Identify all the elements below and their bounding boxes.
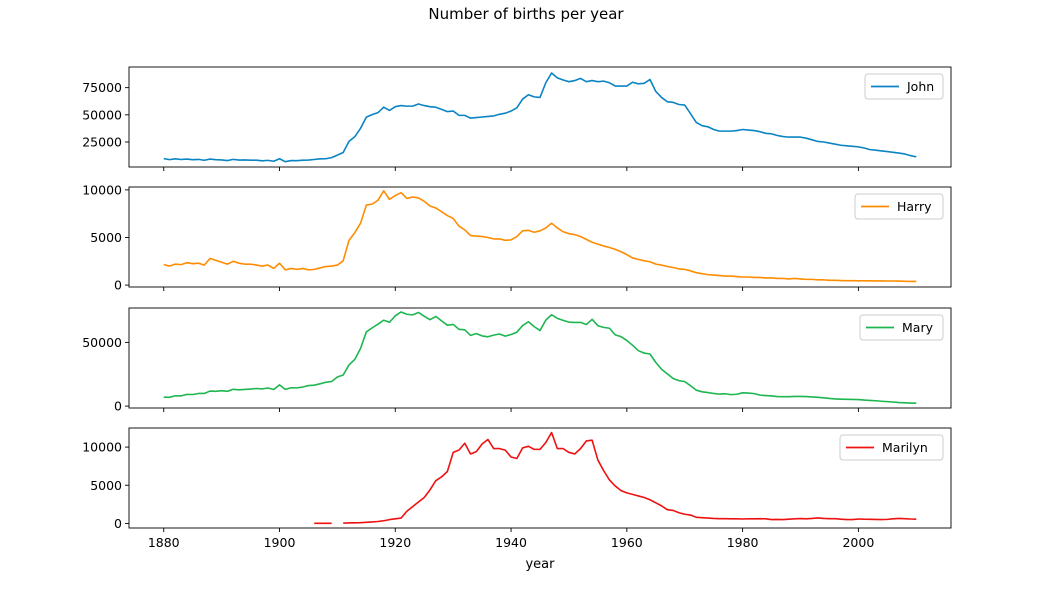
x-tick-label: 1940 bbox=[495, 535, 527, 550]
x-tick-label: 2000 bbox=[842, 535, 874, 550]
legend-label: John bbox=[906, 79, 934, 94]
legend-box bbox=[859, 314, 944, 341]
figure-title: Number of births per year bbox=[428, 5, 624, 23]
y-tick-label: 10000 bbox=[82, 182, 122, 197]
subplot-mary: 0 50000 Mary bbox=[82, 307, 952, 414]
subplot-harry: 0 5000 10000 Harry bbox=[82, 182, 952, 293]
series-line-john bbox=[163, 72, 917, 163]
y-tick-label: 75000 bbox=[82, 80, 122, 95]
axes-frame-harry bbox=[128, 186, 952, 288]
y-tick-label: 10000 bbox=[82, 440, 122, 455]
subplot-marilyn: 0 5000 10000 1880 1900 1920 1940 1960 1980 2000 Ma… bbox=[82, 427, 952, 550]
y-tick-label: 0 bbox=[114, 516, 122, 531]
series-line-harry bbox=[163, 190, 917, 283]
legend-label: Mary bbox=[902, 320, 934, 335]
legend-harry: Harry bbox=[854, 193, 944, 220]
legend-label: Marilyn bbox=[882, 440, 928, 455]
legend-john: John bbox=[864, 73, 944, 100]
legend-box bbox=[864, 73, 944, 100]
legend-label: Harry bbox=[897, 199, 932, 214]
y-tick-label: 25000 bbox=[82, 135, 122, 150]
y-tick-label: 50000 bbox=[82, 107, 122, 122]
series-line-marilyn bbox=[314, 431, 917, 525]
y-tick-label: 5000 bbox=[90, 478, 122, 493]
y-tick-label: 50000 bbox=[82, 335, 122, 350]
y-tick-label: 0 bbox=[114, 399, 122, 414]
axes-frame-mary bbox=[128, 307, 952, 409]
y-tick-label: 0 bbox=[114, 278, 122, 293]
legend-mary: Mary bbox=[859, 314, 944, 341]
x-tick-label: 1980 bbox=[727, 535, 759, 550]
axes-frame-marilyn bbox=[128, 427, 952, 529]
legend-box bbox=[854, 193, 944, 220]
series-line-mary bbox=[163, 311, 917, 404]
x-tick-label: 1900 bbox=[264, 535, 296, 550]
subplot-john: 25000 50000 75000 John bbox=[82, 66, 952, 171]
x-tick-label: 1920 bbox=[379, 535, 411, 550]
axes-frame-john bbox=[128, 66, 952, 168]
legend-marilyn: Marilyn bbox=[839, 434, 944, 461]
x-axis-label: year bbox=[525, 557, 555, 572]
x-tick-label: 1960 bbox=[611, 535, 643, 550]
x-tick-label: 1880 bbox=[148, 535, 180, 550]
legend-box bbox=[839, 434, 944, 461]
y-tick-label: 5000 bbox=[90, 230, 122, 245]
